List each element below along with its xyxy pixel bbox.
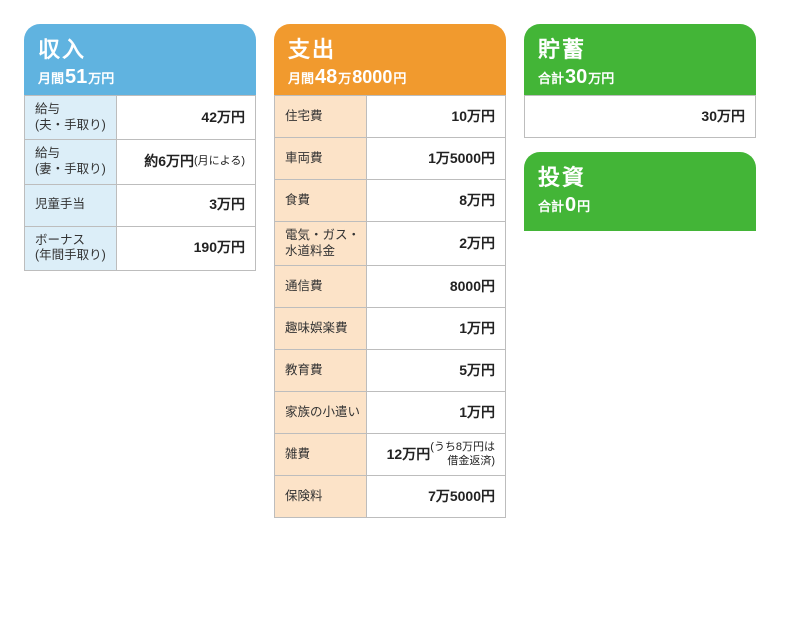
row-value: 8000円 <box>367 266 505 307</box>
expense-header: 支出 月間 48 万 8000 円 <box>274 24 506 95</box>
row-label: 車両費 <box>275 138 367 179</box>
row-label: 家族の小遣い <box>275 392 367 433</box>
row-label: 給与(夫・手取り) <box>25 96 117 139</box>
income-sub-unit: 万円 <box>88 68 114 87</box>
row-value: 12万円(うち8万円は借金返済) <box>367 434 505 475</box>
table-row: 趣味娯楽費1万円 <box>275 307 505 349</box>
row-value: 約6万円(月による) <box>117 140 255 183</box>
savings-subtitle: 合計 30 万円 <box>538 66 742 89</box>
invest-sub-amount: 0 <box>565 194 576 217</box>
expense-sub-unit1: 万 <box>338 68 351 87</box>
table-row: 通信費8000円 <box>275 265 505 307</box>
savings-title: 貯蓄 <box>538 32 742 64</box>
row-label: 雑費 <box>275 434 367 475</box>
table-row: 保険料7万5000円 <box>275 475 505 517</box>
row-label: ボーナス(年間手取り) <box>25 227 117 270</box>
savings-sub-amount: 30 <box>565 66 587 89</box>
invest-header: 投資 合計 0 円 <box>524 152 756 231</box>
row-label: 給与(妻・手取り) <box>25 140 117 183</box>
row-label: 教育費 <box>275 350 367 391</box>
row-value: 1万円 <box>367 308 505 349</box>
row-label: 趣味娯楽費 <box>275 308 367 349</box>
table-row: 車両費1万5000円 <box>275 137 505 179</box>
expense-title: 支出 <box>288 32 492 64</box>
row-label: 住宅費 <box>275 96 367 137</box>
savings-sub-prefix: 合計 <box>538 68 564 87</box>
table-row: 家族の小遣い1万円 <box>275 391 505 433</box>
row-value: 1万円 <box>367 392 505 433</box>
table-row: ボーナス(年間手取り)190万円 <box>25 226 255 270</box>
expense-table: 住宅費10万円車両費1万5000円食費8万円電気・ガス・水道料金2万円通信費80… <box>274 95 506 518</box>
invest-title: 投資 <box>538 160 742 192</box>
income-header: 収入 月間 51 万円 <box>24 24 256 95</box>
row-value: 42万円 <box>117 96 255 139</box>
income-title: 収入 <box>38 32 242 64</box>
invest-panel: 投資 合計 0 円 <box>524 152 756 231</box>
income-sub-amount: 51 <box>65 66 87 89</box>
income-panel: 収入 月間 51 万円 給与(夫・手取り)42万円給与(妻・手取り)約6万円(月… <box>24 24 256 271</box>
row-label: 食費 <box>275 180 367 221</box>
row-value: 7万5000円 <box>367 476 505 517</box>
income-sub-prefix: 月間 <box>38 68 64 87</box>
row-value: 1万5000円 <box>367 138 505 179</box>
invest-sub-unit: 円 <box>577 196 590 215</box>
table-row: 給与(妻・手取り)約6万円(月による) <box>25 139 255 183</box>
row-value: 3万円 <box>117 185 255 226</box>
table-row: 児童手当3万円 <box>25 184 255 226</box>
table-row: 教育費5万円 <box>275 349 505 391</box>
expense-sub-amount1: 48 <box>315 66 337 89</box>
table-row: 30万円 <box>525 95 755 137</box>
expense-sub-prefix: 月間 <box>288 68 314 87</box>
savings-panel: 貯蓄 合計 30 万円 30万円 <box>524 24 756 138</box>
table-row: 雑費12万円(うち8万円は借金返済) <box>275 433 505 475</box>
row-label: 児童手当 <box>25 185 117 226</box>
table-row: 住宅費10万円 <box>275 95 505 137</box>
row-value: 30万円 <box>525 96 755 137</box>
row-value: 2万円 <box>367 222 505 265</box>
row-value: 5万円 <box>367 350 505 391</box>
right-column: 貯蓄 合計 30 万円 30万円 投資 合計 0 円 <box>524 24 756 231</box>
expense-panel: 支出 月間 48 万 8000 円 住宅費10万円車両費1万5000円食費8万円… <box>274 24 506 518</box>
row-value: 8万円 <box>367 180 505 221</box>
row-value: 10万円 <box>367 96 505 137</box>
table-row: 給与(夫・手取り)42万円 <box>25 95 255 139</box>
savings-sub-unit: 万円 <box>588 68 614 87</box>
invest-sub-prefix: 合計 <box>538 196 564 215</box>
savings-table: 30万円 <box>524 95 756 138</box>
savings-header: 貯蓄 合計 30 万円 <box>524 24 756 95</box>
row-value: 190万円 <box>117 227 255 270</box>
row-label: 保険料 <box>275 476 367 517</box>
income-table: 給与(夫・手取り)42万円給与(妻・手取り)約6万円(月による)児童手当3万円ボ… <box>24 95 256 271</box>
expense-subtitle: 月間 48 万 8000 円 <box>288 66 492 89</box>
row-label: 通信費 <box>275 266 367 307</box>
table-row: 食費8万円 <box>275 179 505 221</box>
expense-sub-amount2: 8000 <box>352 67 392 88</box>
table-row: 電気・ガス・水道料金2万円 <box>275 221 505 265</box>
income-subtitle: 月間 51 万円 <box>38 66 242 89</box>
row-label: 電気・ガス・水道料金 <box>275 222 367 265</box>
expense-sub-unit2: 円 <box>393 68 406 87</box>
invest-subtitle: 合計 0 円 <box>538 194 742 217</box>
